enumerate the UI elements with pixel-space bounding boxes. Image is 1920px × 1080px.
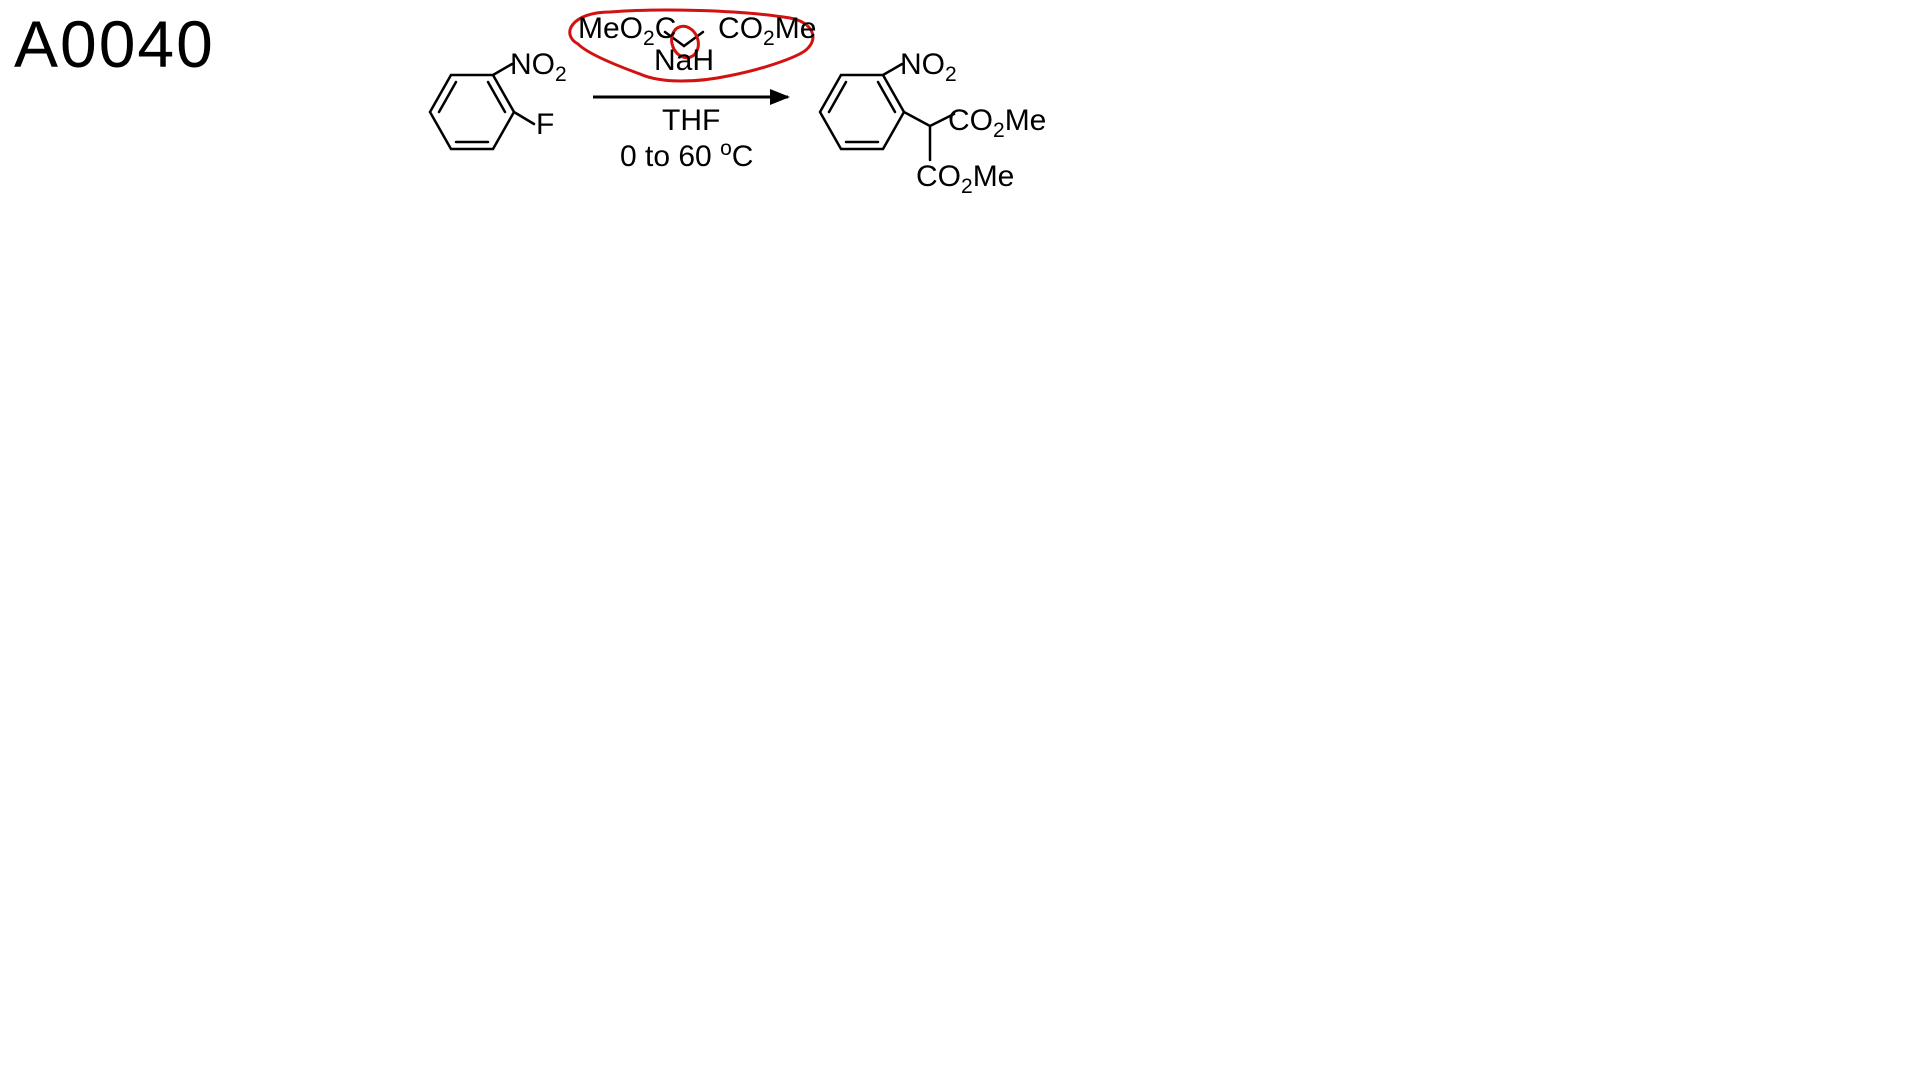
reaction-temperature: 0 to 60 oC [620,140,753,174]
reaction-arrow [593,89,790,105]
reactant-no2-label: NO2 [510,48,567,82]
reaction-solvent: THF [662,104,720,138]
product-co2me-1-label: CO2Me [948,104,1046,138]
reactant-f-label: F [536,108,554,142]
reagent-malonate-label: MeO2C CO2Me [578,12,816,46]
product-co2me-2-label: CO2Me [916,160,1014,194]
reagent-nah-label: NaH [654,44,714,78]
product-no2-label: NO2 [900,48,957,82]
